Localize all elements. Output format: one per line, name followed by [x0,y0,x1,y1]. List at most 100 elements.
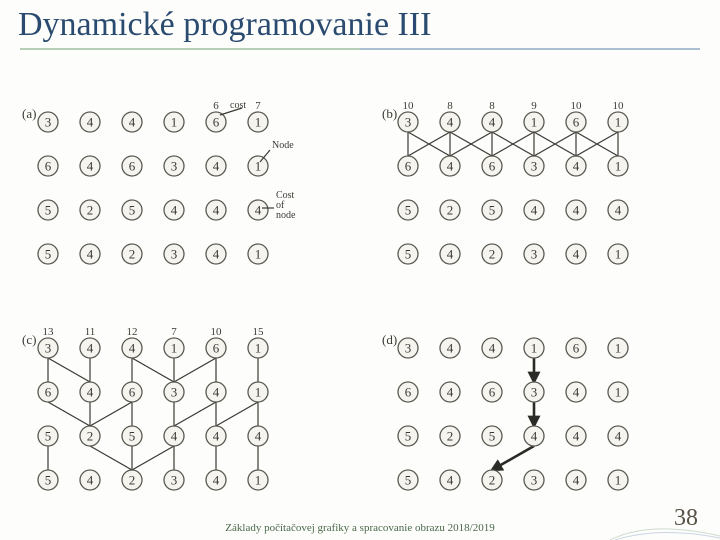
panel-label: (b) [382,106,397,121]
node-value: 5 [45,247,52,262]
cum-label: 11 [85,326,96,338]
figure-panels: (a)67344161646341525444542341Cumulativec… [0,50,720,490]
edge [48,358,90,382]
node-value: 2 [447,429,454,444]
node-value: 3 [45,341,52,356]
node-value: 1 [255,341,262,356]
node-value: 4 [531,429,538,444]
cum-label: 15 [253,326,265,338]
node-value: 4 [87,473,94,488]
node-value: 6 [489,385,496,400]
node-value: 3 [531,473,538,488]
node-value: 3 [405,341,412,356]
node-value: 4 [573,247,580,262]
cum-label: 10 [403,100,415,112]
edge [48,402,90,426]
edge [216,402,258,426]
node-value: 6 [45,385,52,400]
node-value: 6 [45,159,52,174]
node-value: 5 [405,473,412,488]
node-value: 1 [255,247,262,262]
node-value: 1 [615,159,622,174]
page-title: Dynamické programovanie III [0,0,720,44]
node-value: 4 [213,385,220,400]
edge [90,402,132,426]
node-value: 5 [405,429,412,444]
path-edge [492,446,534,470]
cum-label: 8 [447,100,453,112]
node-value: 4 [171,429,178,444]
node-value: 4 [573,429,580,444]
node-value: 1 [171,341,178,356]
node-value: 4 [573,473,580,488]
node-value: 4 [615,429,622,444]
node-value: 4 [255,203,262,218]
node-value: 6 [489,159,496,174]
node-value: 4 [447,115,454,130]
node-value: 3 [531,159,538,174]
edge [132,358,174,382]
node-value: 2 [87,429,94,444]
node-value: 4 [447,159,454,174]
node-value: 1 [255,473,262,488]
panel-b: (b)108891010344161646341525444542341 [380,100,680,291]
cum-label: 8 [489,100,495,112]
node-value: 4 [87,115,94,130]
node-value: 4 [87,159,94,174]
node-value: 4 [447,247,454,262]
node-value: 4 [213,203,220,218]
node-value: 3 [171,473,178,488]
panel-label: (c) [22,332,36,347]
node-value: 4 [129,341,136,356]
node-value: 2 [87,203,94,218]
node-value: 3 [405,115,412,130]
page-number: 38 [674,505,698,532]
node-value: 3 [45,115,52,130]
node-value: 4 [447,385,454,400]
panel-d: (d)344161646341525444542341 [380,326,680,517]
node-value: 4 [531,203,538,218]
footer-text: Základy počítačovej grafiky a spracovani… [0,522,720,534]
node-value: 2 [489,473,496,488]
cum-label: 6 [213,100,219,112]
node-value: 1 [171,115,178,130]
footer: Základy počítačovej grafiky a spracovani… [0,522,720,534]
node-value: 3 [531,385,538,400]
cum-label: 10 [571,100,583,112]
node-value: 4 [489,115,496,130]
cum-label: 7 [171,326,177,338]
node-value: 1 [531,341,538,356]
cum-label: 7 [255,100,261,112]
node-value: 5 [489,429,496,444]
node-value: 6 [405,159,412,174]
node-value: 6 [129,159,136,174]
edge [90,446,132,470]
node-value: 6 [213,341,220,356]
node-value: 4 [129,115,136,130]
panel-label: (d) [382,332,397,347]
node-value: 4 [573,159,580,174]
node-value: 1 [615,385,622,400]
annotation: node [276,210,296,221]
node-value: 5 [405,203,412,218]
node-value: 6 [405,385,412,400]
node-value: 2 [447,203,454,218]
node-value: 5 [45,473,52,488]
node-value: 1 [615,247,622,262]
node-value: 5 [129,429,136,444]
panel-label: (a) [22,106,36,121]
node-value: 4 [213,247,220,262]
node-value: 4 [87,341,94,356]
node-value: 2 [129,473,136,488]
node-value: 3 [171,247,178,262]
node-value: 4 [573,385,580,400]
annotation: Node [272,140,294,151]
node-value: 4 [615,203,622,218]
node-value: 1 [615,341,622,356]
node-value: 2 [489,247,496,262]
cum-label: 10 [211,326,223,338]
edge [132,446,174,470]
node-value: 6 [573,115,580,130]
node-value: 4 [447,473,454,488]
edge [174,358,216,382]
